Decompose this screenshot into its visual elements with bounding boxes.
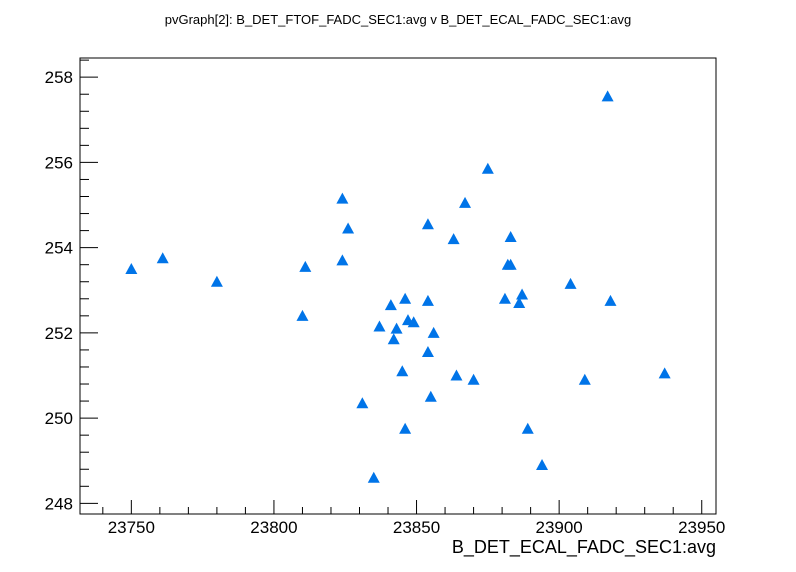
x-tick-label: 23750 (108, 518, 155, 537)
data-point (399, 292, 412, 304)
y-tick-label: 254 (45, 239, 73, 258)
data-point (342, 222, 355, 234)
data-point (504, 258, 517, 270)
data-point (399, 422, 412, 434)
y-tick-label: 252 (45, 324, 73, 343)
data-point (427, 326, 440, 338)
y-tick-label: 258 (45, 68, 73, 87)
x-tick-label: 23850 (393, 518, 440, 537)
x-tick-label: 23950 (678, 518, 725, 537)
data-point (513, 297, 526, 309)
data-point (299, 260, 312, 272)
x-axis: 23750 23800 23850 23900 23950 (102, 500, 725, 537)
data-point (604, 294, 617, 306)
data-point (447, 233, 460, 245)
data-point (373, 320, 386, 332)
y-tick-label: 248 (45, 494, 73, 513)
data-point (564, 277, 577, 289)
data-point (296, 309, 309, 321)
data-point (407, 316, 420, 328)
data-point (516, 288, 529, 300)
data-point (498, 292, 511, 304)
data-point (336, 254, 349, 266)
data-point (481, 162, 494, 174)
data-point (396, 365, 409, 377)
data-point (156, 252, 169, 264)
data-point (336, 192, 349, 204)
data-point (578, 373, 591, 385)
data-point (421, 218, 434, 230)
data-point (421, 346, 434, 358)
data-point (356, 397, 369, 409)
data-point (601, 90, 614, 102)
data-point (421, 294, 434, 306)
data-point (521, 422, 534, 434)
data-point (658, 367, 671, 379)
y-axis: 248 250 252 254 256 258 (45, 59, 98, 513)
data-point (125, 262, 138, 274)
data-point (536, 458, 549, 470)
data-point (424, 390, 437, 402)
data-points (125, 90, 671, 483)
data-point (450, 369, 463, 381)
x-axis-label: B_DET_ECAL_FADC_SEC1:avg (452, 537, 716, 558)
y-tick-label: 250 (45, 409, 73, 428)
data-point (367, 471, 380, 483)
data-point (459, 196, 472, 208)
x-tick-label: 23800 (250, 518, 297, 537)
data-point (390, 322, 403, 334)
x-tick-label: 23900 (535, 518, 582, 537)
data-point (467, 373, 480, 385)
data-point (384, 299, 397, 311)
chart-title: pvGraph[2]: B_DET_FTOF_FADC_SEC1:avg v B… (165, 12, 632, 27)
y-tick-label: 256 (45, 153, 73, 172)
data-point (387, 333, 400, 345)
data-point (504, 230, 517, 242)
plot-frame (79, 57, 717, 515)
data-point (210, 275, 223, 287)
